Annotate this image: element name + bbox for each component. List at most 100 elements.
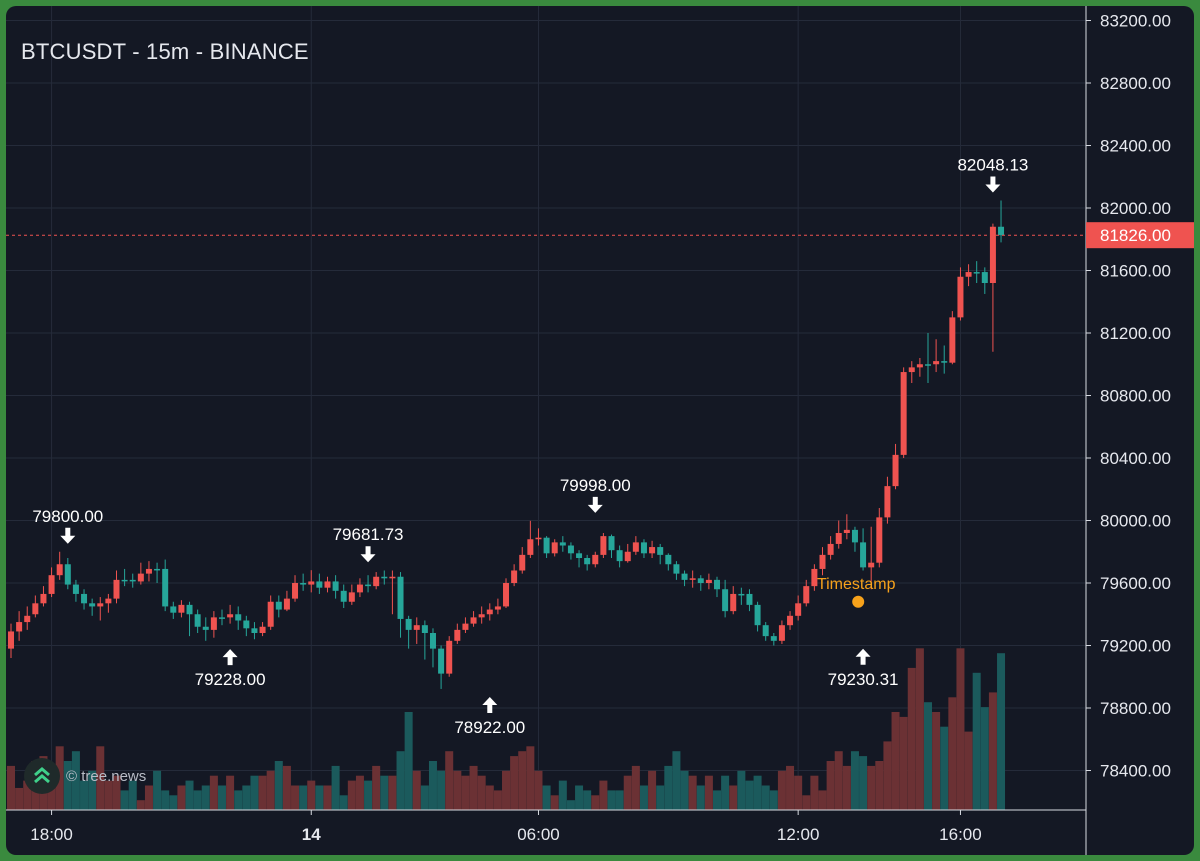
volume-bar xyxy=(688,775,697,810)
candle-body xyxy=(259,626,266,633)
volume-bar xyxy=(518,751,527,810)
volume-bar xyxy=(404,712,413,810)
candle-body xyxy=(40,593,47,604)
candle-body xyxy=(324,581,331,588)
volume-bar xyxy=(656,785,665,810)
candle-body xyxy=(283,598,290,610)
candle-body xyxy=(235,614,242,621)
low-annotation-label: 79228.00 xyxy=(195,670,266,689)
candle-body xyxy=(673,564,680,574)
candle-body xyxy=(300,583,307,585)
candle-body xyxy=(722,589,729,612)
candle-body xyxy=(787,615,794,626)
candle-body xyxy=(567,545,574,554)
candle-body xyxy=(559,542,566,546)
candle-body xyxy=(202,626,209,630)
volume-bar xyxy=(104,780,113,810)
volume-bar xyxy=(680,770,689,810)
volume-bar xyxy=(850,751,859,810)
candle-body xyxy=(292,583,299,599)
candle-body xyxy=(275,601,282,610)
volume-bar xyxy=(291,785,300,810)
arrow-up-icon xyxy=(222,649,238,666)
candle-body xyxy=(657,547,664,555)
y-tick-label: 81200.00 xyxy=(1100,324,1171,343)
candle-body xyxy=(697,578,704,583)
y-tick-label: 82800.00 xyxy=(1100,74,1171,93)
volume-bar xyxy=(883,741,892,810)
low-annotation-label: 78922.00 xyxy=(454,718,525,737)
volume-bar xyxy=(234,790,243,810)
volume-bar xyxy=(144,785,153,810)
candle-body xyxy=(689,578,696,580)
volume-bar xyxy=(558,780,567,810)
candle-body xyxy=(8,631,14,649)
candle-body xyxy=(860,542,867,568)
high-annotation-label: 79800.00 xyxy=(32,507,103,526)
volume-bar xyxy=(23,780,32,810)
candle-body xyxy=(576,553,583,558)
candle-body xyxy=(592,554,599,565)
candle-body xyxy=(381,576,388,579)
volume-bar xyxy=(258,775,267,810)
candle-body xyxy=(876,517,883,563)
candle-body xyxy=(48,575,55,594)
candle-body xyxy=(97,603,104,607)
volume-bar xyxy=(177,785,186,810)
candle-body xyxy=(616,550,623,562)
volume-bar xyxy=(786,765,795,810)
volume-bar xyxy=(534,770,543,810)
volume-bar xyxy=(575,785,584,810)
candlestick-chart[interactable]: 79800.00 79228.00 79681.73 78922.00 79998.00… xyxy=(6,6,1194,855)
candle-body xyxy=(462,623,469,630)
candle-body xyxy=(714,579,721,590)
candle-body xyxy=(632,542,639,552)
candle-body xyxy=(511,570,518,583)
candle-body xyxy=(738,593,745,596)
volume-bar xyxy=(891,712,900,810)
volume-bar xyxy=(136,800,145,810)
event-marker-dot[interactable] xyxy=(852,595,865,608)
candle-body xyxy=(32,603,39,615)
candle-body xyxy=(251,628,258,633)
volume-bar xyxy=(437,770,446,810)
volume-bar xyxy=(15,787,24,810)
volume-bar xyxy=(907,667,916,810)
volume-bar xyxy=(583,790,592,810)
volume-bar xyxy=(7,765,15,810)
volume-bar xyxy=(631,765,640,810)
volume-bar xyxy=(802,795,811,810)
candle-body xyxy=(162,568,169,607)
volume-bar xyxy=(964,731,973,810)
volume-bar xyxy=(209,775,218,810)
watermark-text: © tree.news xyxy=(66,767,147,785)
volume-bar xyxy=(153,770,162,810)
volume-bar xyxy=(639,785,648,810)
candle-body xyxy=(454,629,461,641)
candle-body xyxy=(998,226,1005,236)
candle-body xyxy=(186,604,193,615)
candle-body xyxy=(770,636,777,641)
volume-bar xyxy=(388,775,397,810)
candle-body xyxy=(194,614,201,627)
candle-body xyxy=(795,603,802,616)
volume-bar xyxy=(242,785,251,810)
candle-body xyxy=(600,536,607,555)
volume-bar xyxy=(201,785,210,810)
candle-body xyxy=(145,568,152,574)
volume-bar xyxy=(274,761,283,810)
candle-body xyxy=(949,317,956,363)
candle-body xyxy=(429,633,436,649)
volume-bar xyxy=(193,790,202,810)
volume-bar xyxy=(161,790,170,810)
volume-bar xyxy=(623,775,632,810)
volume-bar xyxy=(355,775,364,810)
volume-bar xyxy=(940,726,949,810)
candle-body xyxy=(332,581,339,591)
chart-title: BTCUSDT - 15m - BINANCE xyxy=(21,39,309,64)
volume-bar xyxy=(542,785,551,810)
volume-bar xyxy=(761,785,770,810)
candle-body xyxy=(989,226,996,283)
y-tick-label: 79600.00 xyxy=(1100,574,1171,593)
candle-body xyxy=(16,622,23,632)
